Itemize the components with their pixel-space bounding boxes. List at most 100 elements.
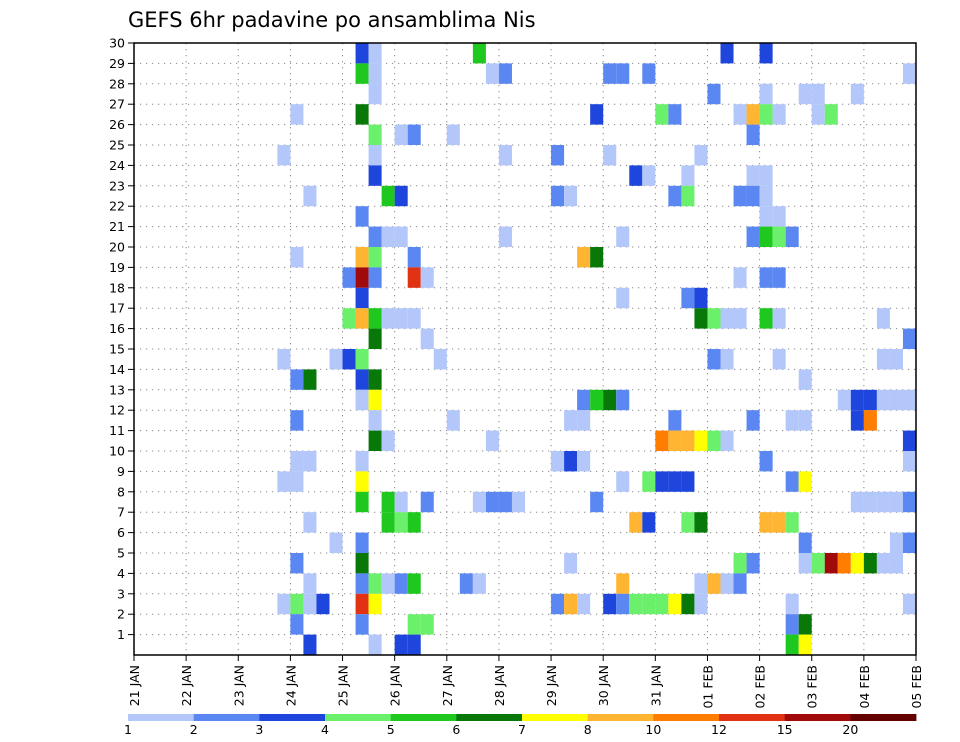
heatmap-cell xyxy=(811,83,825,105)
heatmap-cell xyxy=(407,614,421,635)
heatmap-cell xyxy=(472,43,486,64)
colorbar-label: 5 xyxy=(387,722,395,737)
heatmap-cell xyxy=(798,410,812,431)
heatmap-cell xyxy=(303,369,317,390)
heatmap-cell xyxy=(303,634,317,655)
heatmap-cell xyxy=(342,349,356,370)
heatmap-cell xyxy=(616,63,630,84)
y-tick-label: 16 xyxy=(109,321,125,336)
heatmap-cell xyxy=(381,226,395,247)
heatmap-cell xyxy=(694,512,708,533)
heatmap-cell xyxy=(472,491,486,513)
y-tick-label: 6 xyxy=(117,525,125,540)
heatmap-cell xyxy=(902,63,916,84)
x-tick-label: 21 JAN xyxy=(127,665,142,706)
x-tick-label: 01 FEB xyxy=(700,665,715,709)
heatmap-cell xyxy=(368,165,382,186)
heatmap-cell xyxy=(564,451,578,472)
heatmap-cell xyxy=(707,573,721,594)
heatmap-cell xyxy=(746,553,760,574)
heatmap-cell xyxy=(889,491,903,513)
colorbar-swatch xyxy=(850,714,917,721)
x-tick-label: 29 JAN xyxy=(544,665,559,706)
heatmap-cell xyxy=(303,593,317,615)
heatmap-cell xyxy=(720,349,734,370)
y-tick-label: 9 xyxy=(117,464,125,479)
heatmap-cell xyxy=(681,512,695,533)
colorbar-swatch xyxy=(193,714,260,721)
heatmap-cell xyxy=(355,43,369,64)
heatmap-cell xyxy=(681,287,695,309)
y-tick-label: 30 xyxy=(109,36,125,51)
heatmap-cell xyxy=(498,145,512,166)
heatmap-cell xyxy=(590,389,604,411)
y-tick-label: 13 xyxy=(109,382,125,397)
heatmap-cell xyxy=(407,124,421,145)
heatmap-cell xyxy=(381,308,395,329)
heatmap-cell xyxy=(551,185,565,207)
heatmap-cell xyxy=(759,43,773,64)
colorbar: 1 2 3 4 5 6 7 8 10 12 15 20 xyxy=(124,714,917,737)
colorbar-label: 2 xyxy=(190,722,198,737)
heatmap-cell xyxy=(707,349,721,370)
heatmap-cell xyxy=(381,430,395,451)
heatmap-cell xyxy=(772,206,786,227)
heatmap-cell xyxy=(642,512,656,533)
heatmap-cell xyxy=(850,410,864,431)
heatmap-cell xyxy=(564,553,578,574)
heatmap-cell xyxy=(590,247,604,268)
heatmap-cell xyxy=(616,573,630,594)
heatmap-cell xyxy=(472,573,486,594)
heatmap-cell xyxy=(394,185,408,207)
x-tick-label: 02 FEB xyxy=(753,665,768,709)
heatmap-cell xyxy=(889,553,903,574)
heatmap-cell xyxy=(368,267,382,288)
heatmap-cell xyxy=(355,267,369,288)
heatmap-cell xyxy=(368,389,382,411)
heatmap-cell xyxy=(876,349,890,370)
heatmap-cell xyxy=(772,226,786,247)
heatmap-cell xyxy=(564,410,578,431)
heatmap-cell xyxy=(824,553,838,574)
heatmap-cell xyxy=(707,430,721,451)
y-tick-label: 19 xyxy=(109,260,125,275)
heatmap-cell xyxy=(368,226,382,247)
heatmap-cell xyxy=(889,349,903,370)
heatmap-cell xyxy=(394,512,408,533)
colorbar-swatch xyxy=(587,714,654,721)
heatmap-cell xyxy=(485,430,499,451)
colorbar-swatch xyxy=(653,714,720,721)
heatmap-cell xyxy=(759,512,773,533)
heatmap-cell xyxy=(394,124,408,145)
heatmap-cell xyxy=(707,83,721,105)
heatmap-cell xyxy=(342,308,356,329)
y-tick-label: 15 xyxy=(109,342,125,357)
heatmap-cell xyxy=(355,451,369,472)
heatmap-cell xyxy=(876,389,890,411)
heatmap-cell xyxy=(759,206,773,227)
y-tick-label: 21 xyxy=(109,219,125,234)
heatmap-cell xyxy=(303,451,317,472)
heatmap-cell xyxy=(746,124,760,145)
heatmap-cell xyxy=(733,308,747,329)
heatmap-cell xyxy=(577,389,591,411)
heatmap-cell xyxy=(733,553,747,574)
heatmap-cell xyxy=(329,532,343,553)
heatmap-cell xyxy=(681,471,695,492)
heatmap-cell xyxy=(446,410,460,431)
heatmap-cell xyxy=(733,185,747,207)
heatmap-cell xyxy=(355,63,369,84)
heatmap-cell xyxy=(681,165,695,186)
heatmap-cell xyxy=(407,247,421,268)
heatmap-cell xyxy=(759,267,773,288)
heatmap-cell xyxy=(902,328,916,349)
heatmap-cell xyxy=(759,165,773,186)
heatmap-cell xyxy=(368,63,382,84)
heatmap-cell xyxy=(629,512,643,533)
heatmap-cell xyxy=(368,573,382,594)
colorbar-swatch xyxy=(456,714,523,721)
heatmap-cell xyxy=(368,328,382,349)
heatmap-cell xyxy=(746,104,760,125)
heatmap-cell xyxy=(290,104,304,125)
heatmap-cell xyxy=(355,553,369,574)
